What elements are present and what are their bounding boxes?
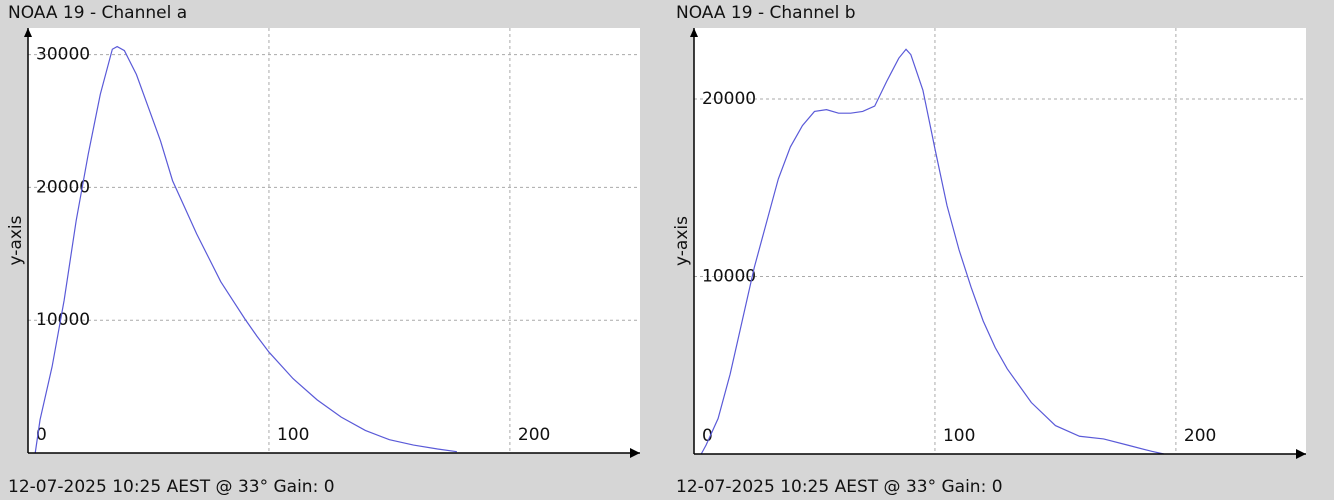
x-axis-arrow bbox=[630, 448, 640, 458]
x-tick-label: 200 bbox=[518, 425, 550, 445]
data-line bbox=[700, 48, 1164, 455]
x-tick-label: 0 bbox=[36, 425, 47, 445]
y-tick-label: 10000 bbox=[702, 267, 756, 287]
y-axis-arrow bbox=[690, 28, 698, 37]
plot-area bbox=[694, 28, 1306, 454]
data-line bbox=[34, 45, 457, 454]
y-tick-label: 10000 bbox=[36, 310, 90, 330]
x-tick-label: 200 bbox=[1184, 426, 1216, 446]
x-tick-label: 100 bbox=[943, 426, 975, 446]
chart-title: NOAA 19 - Channel a bbox=[8, 3, 187, 23]
x-axis-arrow bbox=[1296, 449, 1306, 459]
y-tick-label: 20000 bbox=[36, 177, 90, 197]
y-axis-arrow bbox=[24, 28, 32, 37]
chart-title: NOAA 19 - Channel b bbox=[676, 3, 856, 23]
y-axis-label: y-axis bbox=[6, 215, 26, 265]
y-axis-label: y-axis bbox=[672, 216, 692, 266]
plot-area bbox=[28, 28, 640, 453]
y-tick-label: 30000 bbox=[36, 45, 90, 65]
footer: 12-07-2025 10:25 AEST @ 33° Gain: 0 bbox=[676, 477, 1003, 497]
footer: 12-07-2025 10:25 AEST @ 33° Gain: 0 bbox=[8, 477, 335, 497]
y-tick-label: 20000 bbox=[702, 89, 756, 109]
x-tick-label: 100 bbox=[277, 425, 309, 445]
x-tick-label: 0 bbox=[702, 426, 713, 446]
